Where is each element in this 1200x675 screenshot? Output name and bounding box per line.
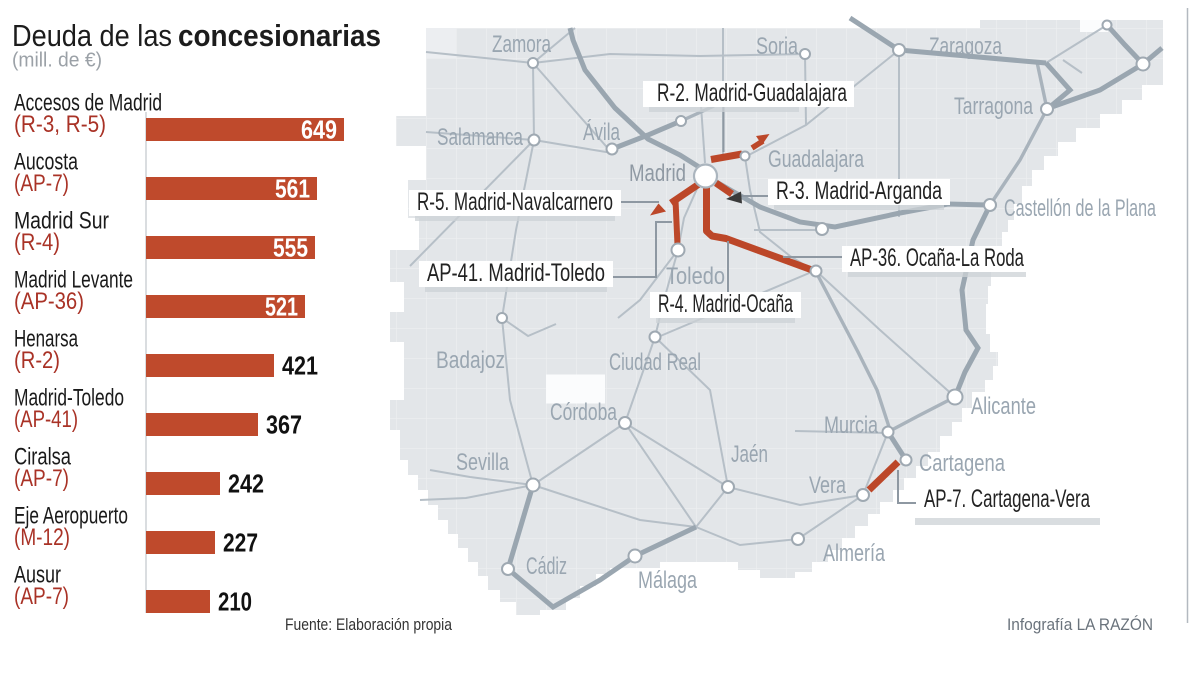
svg-text:Zamora: Zamora bbox=[492, 31, 551, 58]
svg-text:Ausur: Ausur bbox=[14, 562, 61, 589]
svg-text:Accesos de Madrid: Accesos de Madrid bbox=[14, 90, 162, 117]
svg-text:(AP-7): (AP-7) bbox=[14, 583, 69, 610]
svg-text:Cartagena: Cartagena bbox=[919, 450, 1005, 477]
svg-text:R-3. Madrid-Arganda: R-3. Madrid-Arganda bbox=[776, 177, 942, 205]
svg-text:AP-7. Cartagena-Vera: AP-7. Cartagena-Vera bbox=[924, 485, 1090, 513]
svg-text:R-4. Madrid-Ocaña: R-4. Madrid-Ocaña bbox=[658, 290, 793, 318]
svg-text:242: 242 bbox=[228, 469, 264, 499]
svg-text:Madrid Sur: Madrid Sur bbox=[14, 208, 109, 235]
svg-text:(R-2): (R-2) bbox=[14, 347, 60, 374]
svg-text:AP-41. Madrid-Toledo: AP-41. Madrid-Toledo bbox=[427, 259, 605, 287]
svg-text:concesionarias: concesionarias bbox=[178, 18, 381, 53]
svg-text:Eje Aeropuerto: Eje Aeropuerto bbox=[14, 503, 128, 530]
svg-text:Soria: Soria bbox=[756, 33, 798, 60]
svg-text:Toledo: Toledo bbox=[666, 263, 725, 290]
svg-text:AP-36. Ocaña-La Roda: AP-36. Ocaña-La Roda bbox=[850, 244, 1024, 272]
svg-text:227: 227 bbox=[223, 528, 258, 558]
svg-text:561: 561 bbox=[275, 174, 310, 204]
svg-text:210: 210 bbox=[218, 587, 252, 617]
svg-text:Infografía LA RAZÓN: Infografía LA RAZÓN bbox=[1007, 615, 1153, 634]
svg-text:Córdoba: Córdoba bbox=[550, 399, 617, 426]
svg-text:Aucosta: Aucosta bbox=[14, 149, 78, 176]
svg-text:Vera: Vera bbox=[809, 472, 846, 499]
svg-text:Ávila: Ávila bbox=[583, 119, 620, 146]
svg-text:Madrid-Toledo: Madrid-Toledo bbox=[14, 385, 124, 412]
svg-text:Zaragoza: Zaragoza bbox=[929, 33, 1002, 60]
svg-text:Henarsa: Henarsa bbox=[14, 326, 78, 353]
svg-text:R-2. Madrid-Guadalajara: R-2. Madrid-Guadalajara bbox=[657, 79, 847, 107]
svg-text:521: 521 bbox=[265, 292, 298, 322]
svg-text:(AP-36): (AP-36) bbox=[14, 288, 84, 315]
svg-text:(R-4): (R-4) bbox=[14, 229, 60, 256]
svg-text:Cádiz: Cádiz bbox=[526, 553, 567, 580]
svg-text:Tarragona: Tarragona bbox=[954, 93, 1033, 120]
svg-text:(R-3, R-5): (R-3, R-5) bbox=[14, 111, 106, 138]
svg-text:Deuda de las: Deuda de las bbox=[12, 18, 172, 53]
svg-text:Badajoz: Badajoz bbox=[436, 347, 505, 374]
svg-text:421: 421 bbox=[282, 351, 318, 381]
svg-text:Salamanca: Salamanca bbox=[437, 124, 523, 151]
svg-text:Sevilla: Sevilla bbox=[456, 449, 509, 476]
svg-text:Málaga: Málaga bbox=[638, 567, 697, 594]
svg-text:Jaén: Jaén bbox=[731, 441, 768, 468]
svg-text:Madrid Levante: Madrid Levante bbox=[14, 267, 133, 294]
svg-text:(mill. de €): (mill. de €) bbox=[12, 49, 102, 72]
svg-text:R-5. Madrid-Navalcarnero: R-5. Madrid-Navalcarnero bbox=[417, 188, 613, 216]
svg-text:649: 649 bbox=[301, 115, 337, 145]
svg-text:Castellón de la Plana: Castellón de la Plana bbox=[1004, 195, 1156, 222]
svg-text:Guadalajara: Guadalajara bbox=[768, 146, 864, 173]
svg-text:(AP-41): (AP-41) bbox=[14, 406, 78, 433]
svg-text:Alicante: Alicante bbox=[971, 393, 1036, 420]
svg-text:555: 555 bbox=[273, 233, 308, 263]
svg-text:367: 367 bbox=[266, 410, 302, 440]
svg-text:Almería: Almería bbox=[823, 540, 885, 567]
svg-text:Murcia: Murcia bbox=[824, 412, 878, 439]
svg-text:Ciudad Real: Ciudad Real bbox=[609, 349, 701, 376]
svg-text:(M-12): (M-12) bbox=[14, 524, 70, 551]
svg-text:(AP-7): (AP-7) bbox=[14, 465, 69, 492]
svg-text:(AP-7): (AP-7) bbox=[14, 170, 69, 197]
svg-text:Ciralsa: Ciralsa bbox=[14, 444, 71, 471]
svg-text:Madrid: Madrid bbox=[629, 160, 686, 187]
svg-text:Fuente: Elaboración propia: Fuente: Elaboración propia bbox=[285, 616, 453, 634]
